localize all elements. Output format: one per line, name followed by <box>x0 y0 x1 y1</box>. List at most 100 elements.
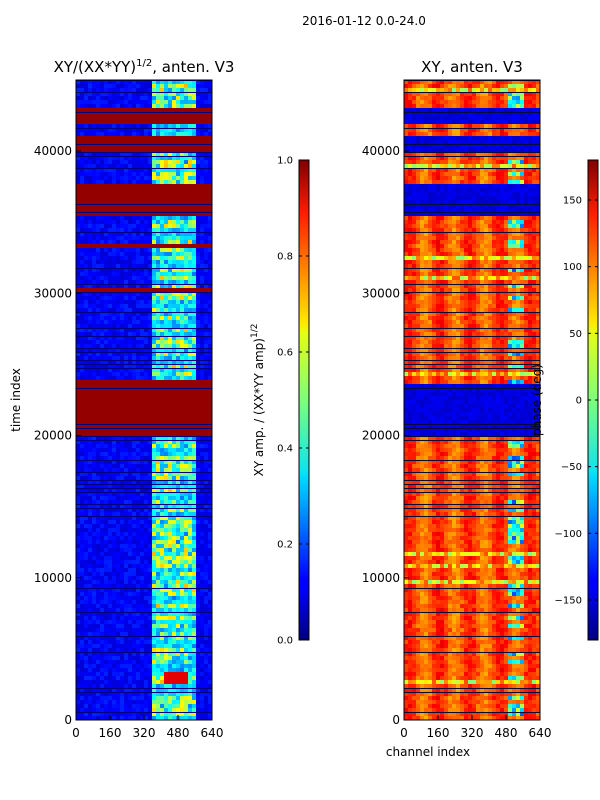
left-heatmap-cell <box>136 648 141 653</box>
left-heatmap-cell <box>112 420 117 425</box>
left-heatmap-cell <box>80 616 85 621</box>
left-heatmap-cell <box>144 428 149 433</box>
left-heatmap-cell <box>188 148 193 153</box>
left-heatmap-cell <box>176 464 181 469</box>
left-heatmap-cell <box>200 244 205 249</box>
left-heatmap-cell <box>84 100 89 105</box>
left-heatmap-cell <box>164 244 169 249</box>
left-heatmap-cell <box>172 640 177 645</box>
left-panel: XY/(XX*YY)1/2, anten. V3 0 160 320 480 64001… <box>9 58 234 740</box>
left-heatmap-cell <box>200 140 205 145</box>
left-heatmap-cell <box>184 616 189 621</box>
left-heatmap-cell <box>92 268 97 273</box>
left-heatmap-cell <box>144 228 149 233</box>
left-heatmap-cell <box>172 260 177 265</box>
left-heatmap-cell <box>116 572 121 577</box>
left-heatmap-cell <box>148 276 153 281</box>
left-heatmap-cell <box>188 380 193 385</box>
left-heatmap-cell <box>136 636 141 641</box>
left-heatmap-cell <box>116 372 121 377</box>
left-heatmap-cell <box>192 464 197 469</box>
left-heatmap-cell <box>76 124 81 129</box>
left-heatmap-cell <box>192 504 197 509</box>
left-heatmap-cell <box>88 624 93 629</box>
left-heatmap-cell <box>144 268 149 273</box>
left-heatmap-cell <box>132 576 137 581</box>
left-heatmap-cell <box>120 184 125 189</box>
left-heatmap-cell <box>188 512 193 517</box>
left-heatmap-cell <box>188 568 193 573</box>
left-heatmap-cell <box>112 88 117 93</box>
left-heatmap-cell <box>96 92 101 97</box>
left-heatmap-cell <box>124 140 129 145</box>
left-heatmap-cell <box>180 532 185 537</box>
left-heatmap-cell <box>100 528 105 533</box>
left-heatmap-cell <box>100 296 105 301</box>
left-row-line <box>76 440 212 441</box>
left-heatmap-cell <box>144 224 149 229</box>
left-heatmap-cell <box>144 648 149 653</box>
left-heatmap-cell <box>176 500 181 505</box>
left-heatmap-cell <box>200 296 205 301</box>
left-heatmap-cell <box>172 452 177 457</box>
left-heatmap-cell <box>144 292 149 297</box>
left-heatmap-cell <box>160 236 165 241</box>
left-heatmap-cell <box>124 352 129 357</box>
left-heatmap-cell <box>208 172 212 177</box>
left-heatmap-cell <box>120 640 125 645</box>
left-heatmap-cell <box>176 528 181 533</box>
left-heatmap-cell <box>188 120 193 125</box>
left-heatmap-cell <box>104 292 109 297</box>
left-heatmap-cell <box>104 540 109 545</box>
left-heatmap-cell <box>172 624 177 629</box>
left-heatmap-cell <box>116 304 121 309</box>
left-heatmap-cell <box>176 164 181 169</box>
left-heatmap-cell <box>200 292 205 297</box>
left-heatmap-cell <box>100 524 105 529</box>
left-heatmap-cell <box>92 464 97 469</box>
left-heatmap-cell <box>148 464 153 469</box>
left-heatmap-cell <box>140 280 145 285</box>
left-heatmap-cell <box>100 564 105 569</box>
left-heatmap-cell <box>92 244 97 249</box>
left-heatmap-cell <box>108 168 113 173</box>
left-heatmap-cell <box>176 272 181 277</box>
left-heatmap-cell <box>176 232 181 237</box>
left-heatmap-cell <box>116 108 121 113</box>
left-heatmap-cell <box>160 376 165 381</box>
left-heatmap-cell <box>180 300 185 305</box>
left-heatmap-cell <box>144 532 149 537</box>
left-heatmap-cell <box>172 328 177 333</box>
left-heatmap-cell <box>80 436 85 441</box>
left-heatmap-cell <box>136 560 141 565</box>
left-heatmap-cell <box>196 244 201 249</box>
left-heatmap-cell <box>112 260 117 265</box>
left-heatmap-cell <box>120 232 125 237</box>
left-heatmap-cell <box>108 136 113 141</box>
left-heatmap-cell <box>172 412 177 417</box>
left-heatmap-cell <box>200 248 205 253</box>
left-heatmap-cell <box>200 460 205 465</box>
left-heatmap-cell <box>96 292 101 297</box>
left-heatmap-cell <box>108 624 113 629</box>
left-heatmap-cell <box>108 652 113 657</box>
left-heatmap-cell <box>120 316 125 321</box>
left-heatmap-cell <box>108 296 113 301</box>
left-heatmap-cell <box>196 460 201 465</box>
left-heatmap-cell <box>84 544 89 549</box>
left-heatmap-cell <box>192 564 197 569</box>
left-heatmap-cell <box>144 304 149 309</box>
left-heatmap-cell <box>112 468 117 473</box>
left-heatmap-cell <box>208 644 212 649</box>
left-heatmap-cell <box>188 160 193 165</box>
left-heatmap-cell <box>112 548 117 553</box>
left-heatmap-cell <box>80 96 85 101</box>
left-heatmap-cell <box>200 428 205 433</box>
left-heatmap-cell <box>120 188 125 193</box>
left-heatmap-cell <box>204 228 209 233</box>
left-heatmap-cell <box>80 388 85 393</box>
left-heatmap-cell <box>116 364 121 369</box>
left-heatmap-cell <box>184 364 189 369</box>
left-heatmap-cell <box>152 528 157 533</box>
left-heatmap-cell <box>132 356 137 361</box>
